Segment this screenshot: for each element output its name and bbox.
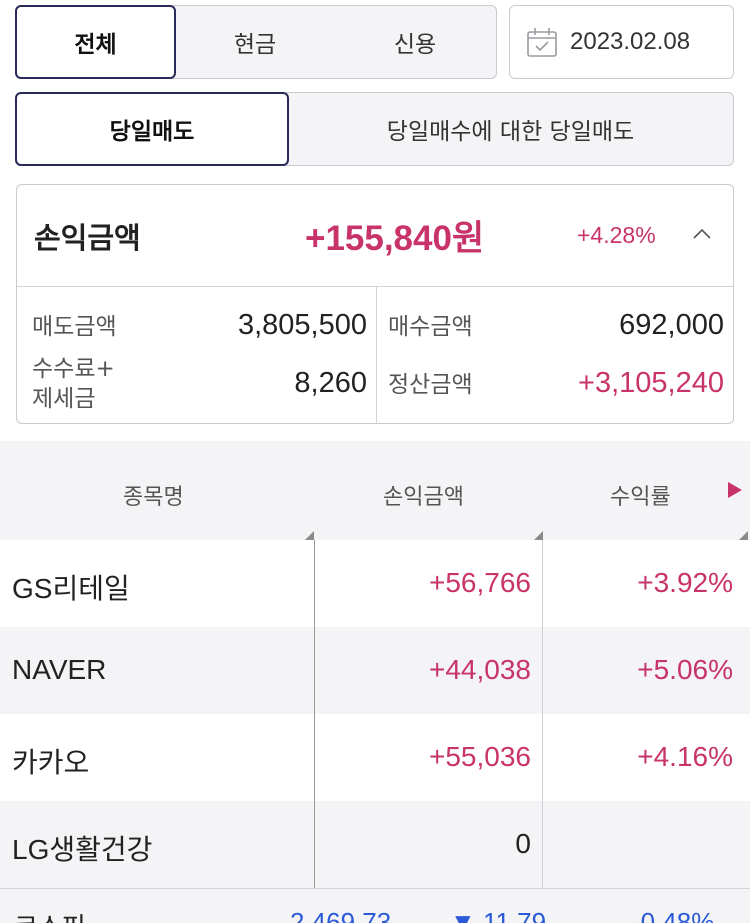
date-value: 2023.02.08 [570, 28, 691, 55]
table-row[interactable]: GS리테일 +56,766 +3.92% [0, 540, 750, 627]
table-row[interactable]: 카카오 +55,036 +4.16% [0, 714, 750, 801]
settlement-label: 정산금액 [388, 372, 473, 398]
tab-cash[interactable]: 현금 [233, 32, 277, 58]
stock-profit: +56,766 [429, 567, 531, 598]
index-name: 코스피 [14, 907, 86, 923]
scroll-right-arrow-icon[interactable] [727, 481, 743, 499]
table-header: 종목명 손익금액 수익률 [0, 441, 750, 540]
resize-handle-icon[interactable] [739, 531, 748, 540]
stock-profit: 0 [515, 828, 531, 859]
column-header-stock-name[interactable]: 종목명 [123, 485, 184, 510]
column-divider [542, 540, 543, 888]
date-picker[interactable]: 2023.02.08 [509, 5, 734, 79]
table-row[interactable]: LG생활건강 0 [0, 801, 750, 888]
table-row[interactable]: NAVER +44,038 +5.06% [0, 627, 750, 714]
column-header-return-rate[interactable]: 수익률 [610, 485, 671, 510]
divider [376, 287, 377, 423]
index-change: ▼ 11.79 [450, 907, 547, 923]
stock-return-rate: +5.06% [637, 654, 733, 685]
calendar-icon [527, 28, 557, 57]
stock-name: NAVER [12, 654, 107, 685]
settlement-value: +3,105,240 [578, 367, 724, 399]
column-header-profit[interactable]: 손익금액 [383, 485, 464, 510]
sell-amount-label: 매도금액 [32, 314, 117, 340]
market-index-ticker[interactable]: 코스피 2,469.73 ▼ 11.79 -0.48% [0, 888, 750, 923]
stock-name: GS리테일 [12, 573, 130, 604]
tab-same-day-sell[interactable]: 당일매도 [15, 92, 289, 166]
stock-table: GS리테일 +56,766 +3.92% NAVER +44,038 +5.06… [0, 540, 750, 888]
index-rate: -0.48% [632, 907, 715, 923]
tab-same-day-buy-sell[interactable]: 당일매수에 대한 당일매도 [386, 119, 635, 145]
resize-handle-icon[interactable] [305, 531, 314, 540]
tab-all[interactable]: 전체 [15, 5, 176, 79]
chevron-up-icon[interactable] [693, 225, 711, 243]
column-divider [314, 540, 315, 888]
buy-amount-label: 매수금액 [388, 314, 473, 340]
stock-name: LG생활건강 [12, 834, 153, 865]
resize-handle-icon[interactable] [534, 531, 543, 540]
stock-name: 카카오 [12, 747, 90, 778]
stock-profit: +55,036 [429, 741, 531, 772]
stock-return-rate: +4.16% [637, 741, 733, 772]
stock-profit: +44,038 [429, 654, 531, 685]
profit-summary-header[interactable]: 손익금액 +155,840원 +4.28% [17, 185, 733, 287]
buy-amount-value: 692,000 [619, 309, 724, 341]
fee-tax-label-line1: 수수료+ [32, 356, 115, 382]
fee-tax-label-line2: 제세금 [32, 386, 96, 412]
trade-type-tabs: 당일매도 당일매수에 대한 당일매도 [15, 92, 734, 166]
profit-summary-details: 매도금액 3,805,500 매수금액 692,000 수수료+ 제세금 8,2… [17, 287, 733, 423]
tab-credit[interactable]: 신용 [393, 32, 437, 58]
fee-tax-value: 8,260 [294, 367, 367, 399]
profit-amount: +155,840원 [305, 219, 485, 258]
profit-label: 손익금액 [34, 220, 141, 255]
profit-summary-card: 손익금액 +155,840원 +4.28% 매도금액 3,805,500 매수금… [16, 184, 734, 424]
sell-amount-value: 3,805,500 [237, 309, 367, 341]
profit-rate: +4.28% [577, 222, 656, 248]
account-type-tabs: 전체 현금 신용 [15, 5, 497, 79]
index-value: 2,469.73 [290, 907, 392, 923]
stock-return-rate: +3.92% [637, 567, 733, 598]
